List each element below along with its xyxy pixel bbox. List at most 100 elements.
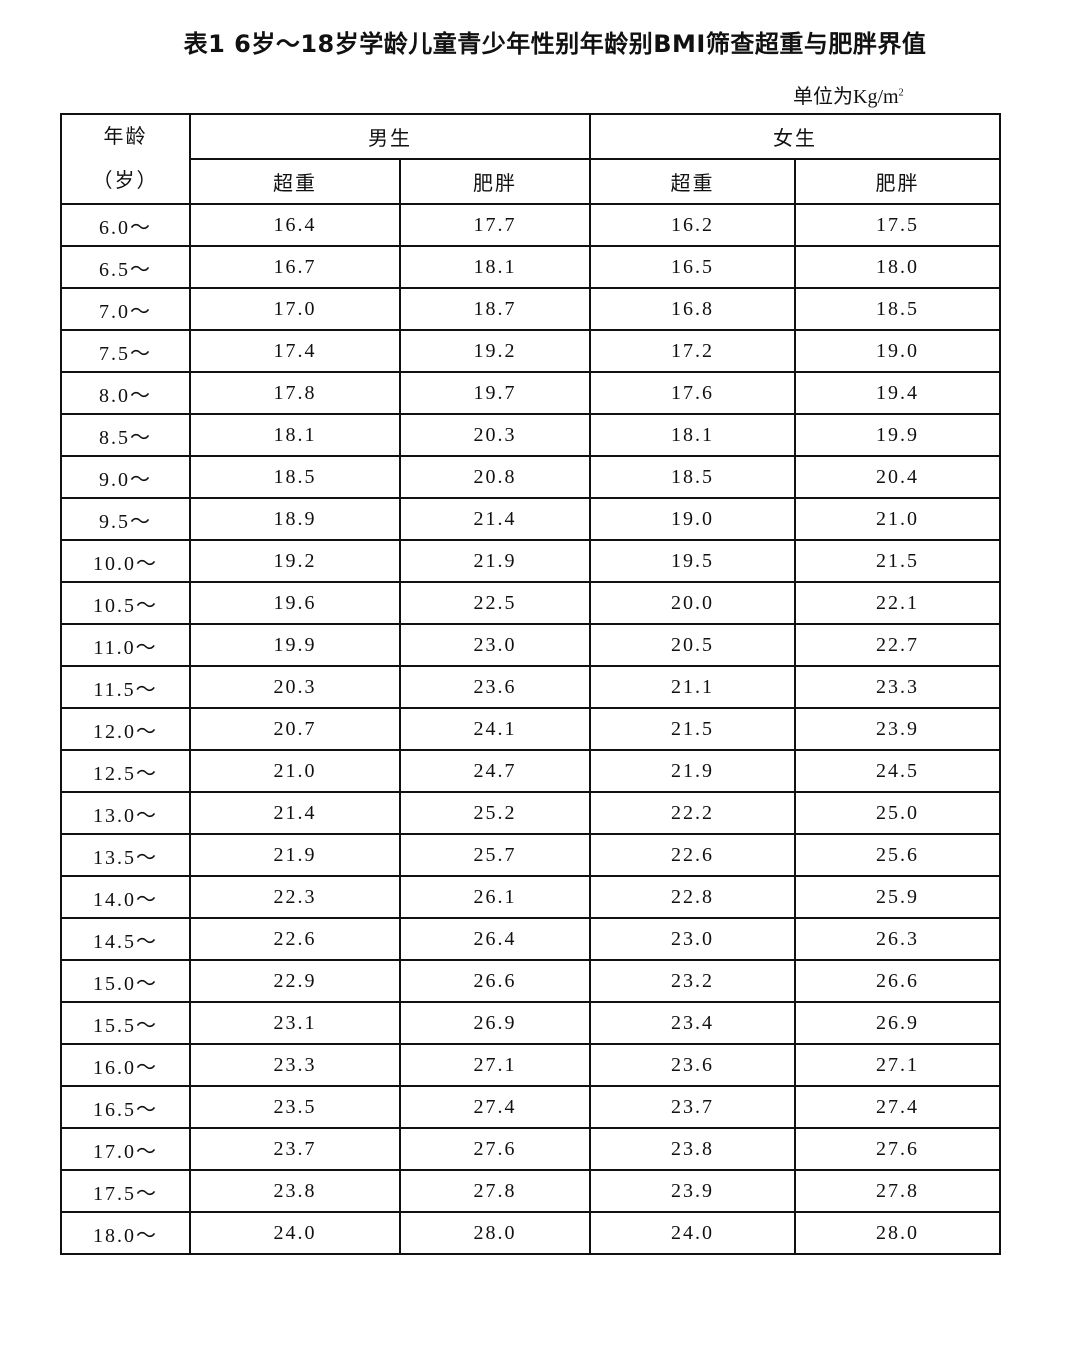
female-overweight-cell: 21.9 <box>589 749 796 793</box>
age-cell: 6.5～ <box>60 245 191 289</box>
male-header: 男生 <box>189 113 591 160</box>
bmi-table: 年龄 （岁） 男生 女生 超重 肥胖 超重 肥胖 6.0～ 16.4 17.7 16.… <box>60 113 1001 1255</box>
female-overweight-cell: 19.0 <box>589 497 796 541</box>
male-obese-cell: 20.8 <box>399 455 591 499</box>
male-overweight-cell: 17.0 <box>189 287 401 331</box>
table-row: 9.5～ 18.9 21.4 19.0 21.0 <box>60 497 1001 541</box>
age-header-line1: 年龄 <box>103 126 148 148</box>
male-overweight-cell: 23.7 <box>189 1127 401 1171</box>
female-obese-cell: 18.5 <box>794 287 1001 331</box>
female-overweight-cell: 22.8 <box>589 875 796 919</box>
female-obese-cell: 26.3 <box>794 917 1001 961</box>
female-overweight-cell: 19.5 <box>589 539 796 583</box>
male-obese-cell: 17.7 <box>399 203 591 247</box>
table-row: 10.0～ 19.2 21.9 19.5 21.5 <box>60 539 1001 583</box>
female-obese-cell: 23.3 <box>794 665 1001 709</box>
female-overweight-cell: 23.8 <box>589 1127 796 1171</box>
male-obese-cell: 26.9 <box>399 1001 591 1045</box>
female-obese-cell: 22.7 <box>794 623 1001 667</box>
age-cell: 11.0～ <box>60 623 191 667</box>
male-overweight-cell: 19.2 <box>189 539 401 583</box>
table-row: 13.0～ 21.4 25.2 22.2 25.0 <box>60 791 1001 835</box>
male-obese-cell: 27.8 <box>399 1169 591 1213</box>
male-obese-cell: 27.1 <box>399 1043 591 1087</box>
age-cell: 14.5～ <box>60 917 191 961</box>
female-obese-cell: 22.1 <box>794 581 1001 625</box>
male-obese-cell: 18.7 <box>399 287 591 331</box>
female-obese-cell: 28.0 <box>794 1211 1001 1255</box>
age-cell: 12.0～ <box>60 707 191 751</box>
male-overweight-cell: 18.1 <box>189 413 401 457</box>
female-overweight-cell: 20.5 <box>589 623 796 667</box>
male-overweight-cell: 21.4 <box>189 791 401 835</box>
age-cell: 17.5～ <box>60 1169 191 1213</box>
age-cell: 9.5～ <box>60 497 191 541</box>
table-row: 18.0～ 24.0 28.0 24.0 28.0 <box>60 1211 1001 1255</box>
header-row-1: 年龄 （岁） 男生 女生 <box>60 113 1001 205</box>
table-row: 8.5～ 18.1 20.3 18.1 19.9 <box>60 413 1001 457</box>
age-cell: 7.5～ <box>60 329 191 373</box>
female-obese-cell: 19.9 <box>794 413 1001 457</box>
male-obese-cell: 18.1 <box>399 245 591 289</box>
male-overweight-cell: 22.6 <box>189 917 401 961</box>
header-row-2: 超重 肥胖 超重 肥胖 <box>61 158 1001 205</box>
male-overweight-cell: 23.5 <box>189 1085 401 1129</box>
male-overweight-cell: 16.7 <box>189 245 401 289</box>
male-overweight-cell: 23.3 <box>189 1043 401 1087</box>
male-overweight-cell: 18.9 <box>189 497 401 541</box>
female-overweight-cell: 18.5 <box>589 455 796 499</box>
female-obese-cell: 26.9 <box>794 1001 1001 1045</box>
female-obese-cell: 27.1 <box>794 1043 1001 1087</box>
female-obese-cell: 27.8 <box>794 1169 1001 1213</box>
table-row: 16.0～ 23.3 27.1 23.6 27.1 <box>60 1043 1001 1087</box>
female-overweight-cell: 24.0 <box>589 1211 796 1255</box>
table-row: 7.0～ 17.0 18.7 16.8 18.5 <box>60 287 1001 331</box>
table-row: 8.0～ 17.8 19.7 17.6 19.4 <box>60 371 1001 415</box>
female-obese-cell: 18.0 <box>794 245 1001 289</box>
table-row: 12.5～ 21.0 24.7 21.9 24.5 <box>60 749 1001 793</box>
table-row: 11.5～ 20.3 23.6 21.1 23.3 <box>60 665 1001 709</box>
unit-text: 单位为Kg/m <box>793 86 899 108</box>
table-row: 6.5～ 16.7 18.1 16.5 18.0 <box>60 245 1001 289</box>
female-overweight-cell: 16.5 <box>589 245 796 289</box>
female-obese-cell: 25.0 <box>794 791 1001 835</box>
table-row: 15.0～ 22.9 26.6 23.2 26.6 <box>60 959 1001 1003</box>
male-overweight-cell: 17.8 <box>189 371 401 415</box>
male-obese-cell: 26.1 <box>399 875 591 919</box>
female-overweight-cell: 17.2 <box>589 329 796 373</box>
age-cell: 17.0～ <box>60 1127 191 1171</box>
male-obese-cell: 25.7 <box>399 833 591 877</box>
male-obese-cell: 24.1 <box>399 707 591 751</box>
table-row: 9.0～ 18.5 20.8 18.5 20.4 <box>60 455 1001 499</box>
female-overweight-cell: 23.4 <box>589 1001 796 1045</box>
male-obese-cell: 21.4 <box>399 497 591 541</box>
male-obese-cell: 23.6 <box>399 665 591 709</box>
female-obese-cell: 19.0 <box>794 329 1001 373</box>
age-cell: 15.0～ <box>60 959 191 1003</box>
age-cell: 13.0～ <box>60 791 191 835</box>
male-obese-cell: 22.5 <box>399 581 591 625</box>
male-overweight-cell: 18.5 <box>189 455 401 499</box>
male-overweight-cell: 20.3 <box>189 665 401 709</box>
age-cell: 11.5～ <box>60 665 191 709</box>
male-obese-cell: 27.4 <box>399 1085 591 1129</box>
male-obese-cell: 26.4 <box>399 917 591 961</box>
male-overweight-cell: 21.0 <box>189 749 401 793</box>
female-overweight-cell: 23.6 <box>589 1043 796 1087</box>
female-overweight-cell: 23.7 <box>589 1085 796 1129</box>
table-row: 12.0～ 20.7 24.1 21.5 23.9 <box>60 707 1001 751</box>
female-obese-cell: 21.5 <box>794 539 1001 583</box>
male-overweight-cell: 24.0 <box>189 1211 401 1255</box>
table-row: 11.0～ 19.9 23.0 20.5 22.7 <box>60 623 1001 667</box>
age-cell: 8.0～ <box>60 371 191 415</box>
male-obese-cell: 23.0 <box>399 623 591 667</box>
male-obese-cell: 20.3 <box>399 413 591 457</box>
female-overweight-cell: 23.9 <box>589 1169 796 1213</box>
male-obese-cell: 19.2 <box>399 329 591 373</box>
table-row: 16.5～ 23.5 27.4 23.7 27.4 <box>60 1085 1001 1129</box>
female-overweight-cell: 20.0 <box>589 581 796 625</box>
male-obese-cell: 26.6 <box>399 959 591 1003</box>
female-obese-header: 肥胖 <box>794 158 1001 205</box>
age-cell: 16.0～ <box>60 1043 191 1087</box>
male-obese-cell: 25.2 <box>399 791 591 835</box>
